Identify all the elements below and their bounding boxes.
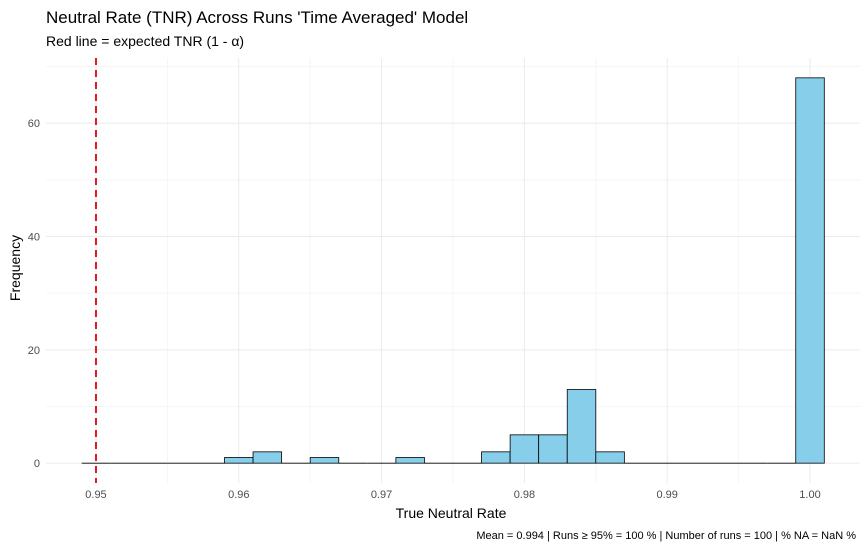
histogram-bar (481, 451, 511, 464)
histogram-bar (509, 434, 540, 464)
histogram-bar (224, 457, 254, 464)
y-tick-label: 40 (28, 232, 40, 244)
x-tick-label: 0.97 (371, 489, 392, 501)
y-tick-label: 20 (28, 345, 40, 357)
x-tick-label: 1.00 (799, 489, 820, 501)
x-axis-ticks: 0.95 0.96 0.97 0.98 0.99 1.00 (85, 489, 820, 501)
histogram-bar (252, 451, 283, 464)
histogram-bars (81, 77, 825, 464)
histogram-bar (795, 77, 825, 464)
chart-subtitle: Red line = expected TNR (1 - α) (46, 33, 244, 49)
histogram-bar (595, 451, 625, 464)
x-tick-label: 0.99 (656, 489, 677, 501)
histogram-bar (538, 434, 568, 464)
grid-lines (46, 58, 860, 483)
x-tick-label: 0.98 (514, 489, 535, 501)
y-axis-title: Frequency (7, 235, 23, 301)
y-tick-label: 0 (34, 458, 40, 470)
histogram-bar (566, 389, 597, 464)
y-axis-ticks: 0 20 40 60 (28, 118, 40, 470)
chart-caption: Mean = 0.994 | Runs ≥ 95% = 100 % | Numb… (476, 530, 856, 542)
x-tick-label: 0.95 (85, 489, 106, 501)
chart-title: Neutral Rate (TNR) Across Runs 'Time Ave… (46, 8, 468, 27)
x-axis-title: True Neutral Rate (396, 505, 507, 521)
histogram-bar (309, 457, 340, 464)
histogram-bar (395, 457, 425, 464)
x-tick-label: 0.96 (228, 489, 249, 501)
y-tick-label: 60 (28, 118, 40, 130)
